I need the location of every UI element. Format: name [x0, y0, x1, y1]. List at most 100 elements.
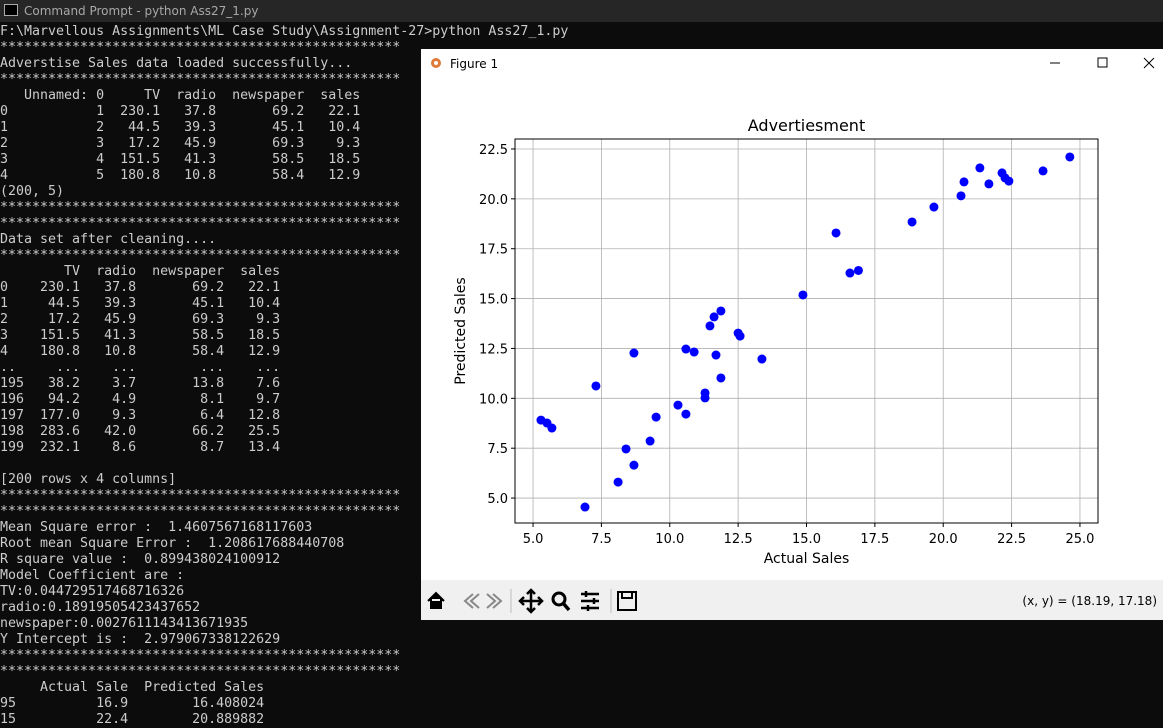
console-line: 2 17.2 45.9 69.3 9.3 — [0, 312, 281, 327]
console-line: 4 5 180.8 10.8 58.4 12.9 — [0, 168, 361, 183]
console-line: ****************************************… — [0, 248, 401, 263]
point — [709, 312, 719, 322]
point — [591, 381, 601, 391]
point — [1038, 166, 1048, 176]
point — [929, 202, 939, 212]
y-tick-label: 5.0 — [487, 492, 508, 507]
figure-title: Figure 1 — [450, 57, 498, 71]
zoom-button[interactable] — [551, 591, 571, 612]
console-line: 3 4 151.5 41.3 58.5 18.5 — [0, 152, 361, 167]
point — [629, 348, 639, 358]
console-line: 198 283.6 42.0 66.2 25.5 — [0, 424, 281, 439]
x-tick-label: 17.5 — [860, 532, 889, 547]
toolbar — [421, 580, 1163, 620]
point — [645, 436, 655, 446]
x-tick-label: 15.0 — [792, 532, 821, 547]
console-line: 2 3 17.2 45.9 69.3 9.3 — [0, 136, 361, 151]
figure-icon — [431, 58, 441, 68]
figure: Figure 1 (x, y) = (18.19, 17.18) 5.0 7.5 1… — [421, 49, 1163, 620]
save-button[interactable] — [617, 591, 637, 611]
console-line: Actual Sale Predicted Sales — [0, 680, 265, 695]
point — [735, 331, 745, 341]
console-line: ****************************************… — [0, 40, 401, 55]
x-tick-label: 5.0 — [523, 532, 544, 547]
close-button[interactable] — [1143, 57, 1155, 69]
point — [1065, 152, 1075, 162]
x-tick-label: 10.0 — [655, 532, 684, 547]
chart-title: Advertiesment — [748, 116, 865, 135]
console-title-bar: Command Prompt - python Ass27_1.py — [0, 0, 1163, 22]
console-line: F:\Marvellous Assignments\ML Case Study\… — [0, 24, 569, 39]
console-line: .. ... ... ... ... — [0, 360, 281, 375]
point — [681, 409, 691, 419]
console-line: ****************************************… — [0, 72, 401, 87]
point — [613, 477, 623, 487]
console-line: Model Coefficient are : — [0, 568, 185, 583]
x-tick-label: 12.5 — [724, 532, 753, 547]
console-line: (200, 5) — [0, 184, 65, 199]
point — [689, 347, 699, 357]
console-line: ****************************************… — [0, 216, 401, 231]
console-line: 4 180.8 10.8 58.4 12.9 — [0, 344, 281, 359]
back-button[interactable] — [463, 593, 480, 609]
point — [700, 393, 710, 403]
y-axis-label: Predicted Sales — [453, 277, 469, 384]
x-tick-label: 22.5 — [997, 532, 1026, 547]
console-line: Mean Square error : 1.4607567168117603 — [0, 520, 313, 535]
point — [705, 321, 715, 331]
console-line: Unnamed: 0 TV radio newspaper sales — [0, 88, 361, 103]
figure-window: Figure 1 (x, y) = (18.19, 17.18) 5.0 7.5 1… — [421, 49, 1163, 620]
figure-title-bar — [421, 49, 1163, 78]
home-button[interactable] — [427, 591, 445, 609]
console-line: 199 232.1 8.6 8.7 13.4 — [0, 440, 281, 455]
point — [959, 177, 969, 187]
point — [621, 444, 631, 454]
point — [956, 191, 966, 201]
console-line: 197 177.0 9.3 6.4 12.8 — [0, 408, 281, 423]
console-line: 3 151.5 41.3 58.5 18.5 — [0, 328, 281, 343]
console-line: 1 44.5 39.3 45.1 10.4 — [0, 296, 281, 311]
console-line: Adverstise Sales data loaded successfull… — [0, 56, 353, 71]
console-output: F:\Marvellous Assignments\ML Case Study\… — [0, 24, 1163, 728]
console-line: TV radio newspaper sales — [0, 264, 281, 279]
console-line: Root mean Square Error : 1.2086176884407… — [0, 536, 345, 551]
console-line: 95 16.9 16.408024 — [0, 696, 265, 711]
pan-button[interactable] — [518, 588, 544, 614]
console-icon — [4, 4, 18, 16]
point — [673, 400, 683, 410]
x-tick-label: 20.0 — [929, 532, 958, 547]
y-tick-label: 10.0 — [479, 392, 508, 407]
console-line: ****************************************… — [0, 664, 401, 679]
console-line: radio:0.18919505423437652 — [0, 600, 201, 615]
point — [831, 228, 841, 238]
x-tick-label: 7.5 — [591, 532, 612, 547]
forward-button[interactable] — [486, 593, 503, 609]
y-tick-label: 22.5 — [479, 143, 508, 158]
point — [711, 350, 721, 360]
y-tick-label: 17.5 — [479, 243, 508, 258]
x-axis-label: Actual Sales — [764, 551, 850, 567]
point — [907, 217, 917, 227]
point — [716, 306, 726, 316]
point — [681, 344, 691, 354]
y-tick-label: 12.5 — [479, 342, 508, 357]
y-tick-label: 7.5 — [487, 442, 508, 457]
point — [1004, 176, 1014, 186]
console-line: newspaper:0.0027611143413671935 — [0, 616, 249, 631]
status-text: (x, y) = (18.19, 17.18) — [1022, 594, 1157, 608]
point — [716, 373, 726, 383]
x-tick-label: 25.0 — [1065, 532, 1094, 547]
point — [757, 354, 767, 364]
configure-button[interactable] — [581, 591, 599, 611]
console-line: ****************************************… — [0, 488, 401, 503]
point — [984, 179, 994, 189]
console-line: ****************************************… — [0, 648, 401, 663]
console-line: Data set after cleaning.... — [0, 232, 217, 247]
y-tick-label: 15.0 — [479, 293, 508, 308]
point — [651, 412, 661, 422]
console-line: ****************************************… — [0, 504, 401, 519]
maximize-button[interactable] — [1097, 57, 1108, 68]
console-line: ****************************************… — [0, 200, 401, 215]
point — [580, 502, 590, 512]
